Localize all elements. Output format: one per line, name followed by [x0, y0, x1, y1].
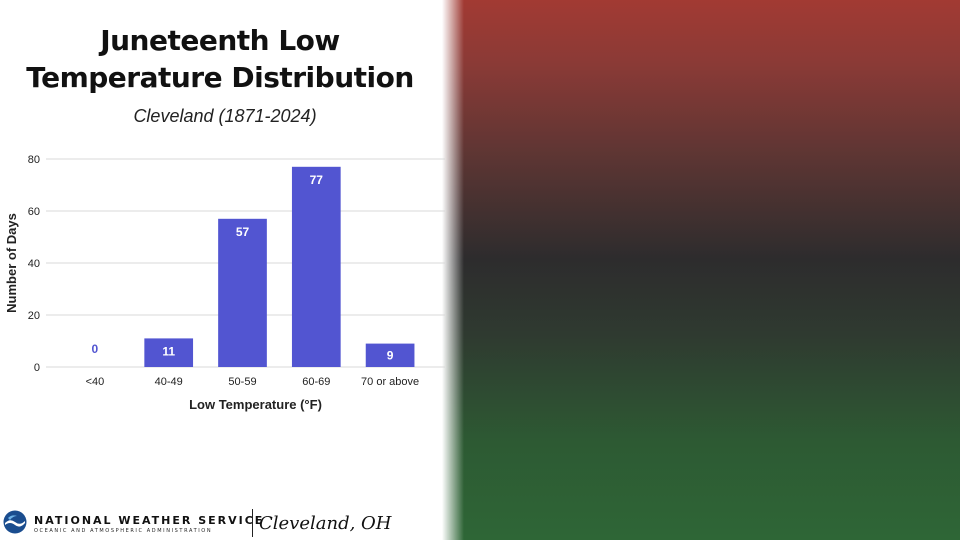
x-tick-label: <40: [86, 376, 105, 388]
y-tick-label: 40: [28, 258, 40, 270]
chart-title-line1: Juneteenth Low: [100, 24, 340, 57]
y-tick-label: 80: [28, 154, 40, 166]
bar: [144, 338, 194, 367]
bar: [218, 218, 267, 367]
bar-data-label: 11: [162, 344, 175, 358]
y-tick-label: 60: [28, 206, 40, 218]
bar-data-label: 0: [92, 342, 99, 356]
bar-data-label: 57: [236, 225, 250, 239]
bar-data-label: 9: [387, 348, 394, 362]
x-tick-label: 70 or above: [361, 376, 419, 388]
x-tick-label: 60-69: [302, 376, 330, 388]
bar-chart: 0 20 40 60 80 0 <40 11 40-49 57 50-59 77 60-69 9 70 or…: [4, 154, 445, 412]
office-name: Cleveland, OH: [259, 513, 392, 534]
bar: [291, 166, 341, 367]
bar: [365, 343, 415, 367]
decorative-gradient-panel: [442, 0, 960, 540]
noaa-logo-icon: [3, 510, 27, 534]
y-tick-label: 0: [34, 362, 40, 374]
footer: NATIONAL WEATHER SERVICE OCEANIC AND ATM…: [0, 505, 450, 543]
y-tick-label: 20: [28, 310, 40, 322]
x-tick-label: 50-59: [228, 376, 256, 388]
chart-title-line2: Temperature Distribution: [26, 61, 414, 94]
agency-subtitle: OCEANIC AND ATMOSPHERIC ADMINISTRATION: [34, 528, 213, 534]
x-tick-label: 40-49: [155, 376, 183, 388]
chart-subtitle: Cleveland (1871-2024): [133, 106, 317, 126]
agency-name: NATIONAL WEATHER SERVICE: [34, 514, 265, 527]
footer-divider: [252, 509, 253, 537]
x-axis-label: Low Temperature (°F): [189, 397, 322, 412]
y-axis-label: Number of Days: [4, 213, 19, 313]
bar-data-label: 77: [310, 173, 324, 187]
